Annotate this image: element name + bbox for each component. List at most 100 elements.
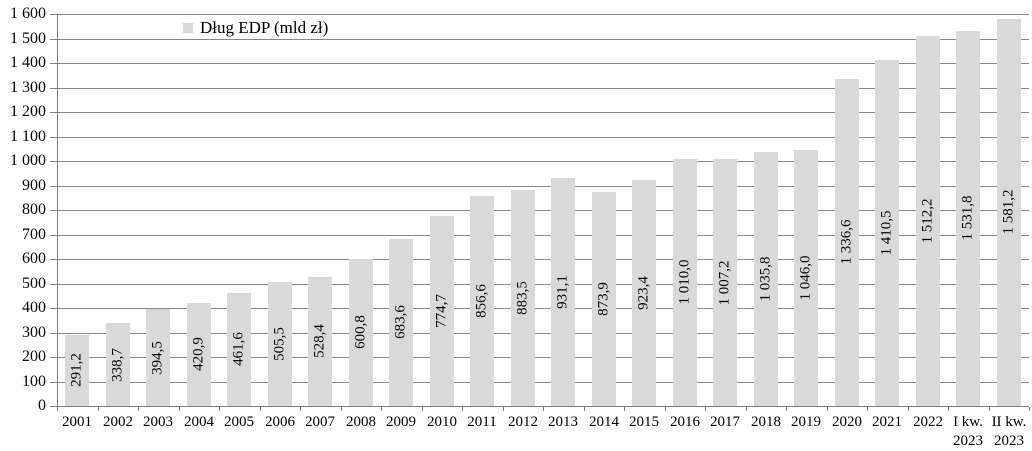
x-axis-label: 2022 [913, 414, 943, 430]
bar-value-label: 1 336,6 [838, 219, 855, 265]
x-axis-tick [624, 407, 625, 411]
y-axis-label: 1 600 [10, 5, 46, 22]
bar-value-label: 1 581,2 [1000, 189, 1017, 235]
x-axis-line [50, 406, 1029, 407]
y-axis-tick [50, 284, 57, 285]
y-axis-tick [50, 235, 57, 236]
gridline [57, 382, 1029, 383]
legend-label: Dług EDP (mld zł) [200, 18, 329, 37]
bar-value-label: 1 531,8 [959, 195, 976, 241]
y-axis-label: 200 [22, 348, 46, 365]
y-axis-tick [50, 186, 57, 187]
bar-value-label: 1 410,5 [878, 210, 895, 256]
gridline [57, 259, 1029, 260]
bar [632, 180, 656, 406]
y-axis-tick [50, 259, 57, 260]
x-axis-label: 2011 [467, 414, 497, 430]
bar-value-label: 1 035,8 [757, 256, 774, 302]
x-axis-label: 2006 [265, 414, 295, 430]
y-axis-tick [50, 357, 57, 358]
bar [65, 335, 89, 406]
y-axis-label: 700 [22, 226, 46, 243]
bar-value-label: 461,6 [230, 332, 247, 366]
y-axis-tick [50, 63, 57, 64]
gridline [57, 210, 1029, 211]
y-axis-tick [50, 137, 57, 138]
y-axis-tick [50, 88, 57, 89]
bar [187, 303, 211, 406]
y-axis-tick [50, 39, 57, 40]
x-axis-label: 2005 [224, 414, 254, 430]
x-axis-label: 2012 [508, 414, 538, 430]
y-axis-label: 400 [22, 299, 46, 316]
x-axis-label: 2001 [62, 414, 92, 430]
x-axis-tick [503, 407, 504, 411]
bar [470, 196, 494, 406]
x-axis-label: 2008 [346, 414, 376, 430]
y-axis-tick [50, 333, 57, 334]
x-axis-tick [300, 407, 301, 411]
gridline [57, 186, 1029, 187]
y-axis-label: 1 500 [10, 30, 46, 47]
bar [713, 159, 737, 406]
x-axis-label: 2009 [386, 414, 416, 430]
x-axis-label: 2014 [589, 414, 619, 430]
x-axis-label: I kw. 2023 [953, 414, 983, 449]
bar-value-label: 1 007,2 [716, 260, 733, 306]
x-axis-tick [665, 407, 666, 411]
bar [308, 277, 332, 406]
y-axis-label: 800 [22, 201, 46, 218]
x-axis-label: 2013 [548, 414, 578, 430]
bar [106, 323, 130, 406]
bar [430, 216, 454, 406]
bar-value-label: 600,8 [352, 315, 369, 349]
y-axis-tick [50, 210, 57, 211]
x-axis-tick [98, 407, 99, 411]
bar [592, 192, 616, 406]
y-axis-tick [50, 382, 57, 383]
bar-value-label: 291,2 [68, 353, 85, 387]
x-axis-label: 2004 [184, 414, 214, 430]
bar [511, 190, 535, 406]
y-axis-tick [50, 112, 57, 113]
bar [551, 178, 575, 406]
bar-value-label: 883,5 [514, 281, 531, 315]
x-axis-tick [908, 407, 909, 411]
bar-value-label: 923,4 [635, 276, 652, 310]
bar [794, 150, 818, 406]
x-axis-tick [219, 407, 220, 411]
bar [956, 31, 980, 406]
y-axis-label: 600 [22, 250, 46, 267]
x-axis-label: 2017 [710, 414, 740, 430]
y-axis-tick [50, 161, 57, 162]
bar-value-label: 394,5 [149, 341, 166, 375]
legend-swatch [183, 22, 193, 33]
gridline [57, 333, 1029, 334]
x-axis-tick [1029, 407, 1030, 411]
x-axis-label: 2018 [751, 414, 781, 430]
x-axis-label: 2016 [670, 414, 700, 430]
bar-value-label: 1 010,0 [676, 259, 693, 305]
x-axis-label: 2007 [305, 414, 335, 430]
y-axis-label: 1 200 [10, 103, 46, 120]
bar [916, 36, 940, 406]
x-axis-tick [584, 407, 585, 411]
y-axis-label: 1 000 [10, 152, 46, 169]
y-axis-line [57, 14, 58, 407]
gridline [57, 137, 1029, 138]
bar [389, 239, 413, 406]
x-axis-tick [543, 407, 544, 411]
bar-value-label: 873,9 [595, 282, 612, 316]
gridline [57, 112, 1029, 113]
x-axis-tick [381, 407, 382, 411]
bar [875, 60, 899, 406]
x-axis-label: 2019 [791, 414, 821, 430]
x-axis-label: 2015 [629, 414, 659, 430]
bar-value-label: 528,4 [311, 324, 328, 358]
bar [268, 282, 292, 406]
y-axis-label: 1 100 [10, 128, 46, 145]
y-axis-label: 900 [22, 177, 46, 194]
gridline [57, 357, 1029, 358]
bar [673, 159, 697, 406]
